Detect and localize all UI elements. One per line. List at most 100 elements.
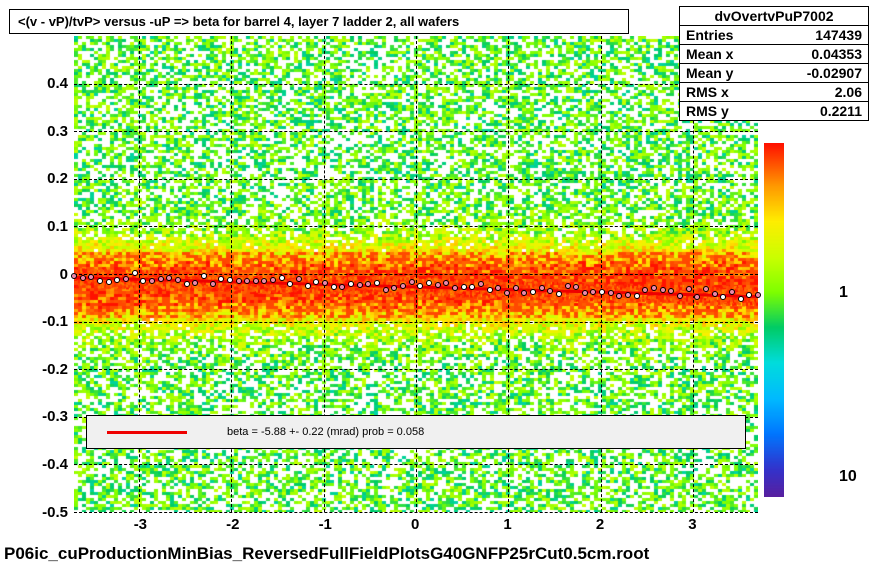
profile-point bbox=[365, 281, 371, 287]
file-caption: P06ic_cuProductionMinBias_ReversedFullFi… bbox=[4, 544, 649, 564]
profile-point bbox=[88, 274, 94, 280]
profile-point bbox=[80, 275, 86, 281]
stats-label: RMS x bbox=[686, 84, 729, 100]
profile-point bbox=[158, 276, 164, 282]
profile-point bbox=[270, 277, 276, 283]
ytick: 0.2 bbox=[47, 170, 68, 187]
profile-point bbox=[140, 278, 146, 284]
profile-point bbox=[513, 285, 519, 291]
profile-point bbox=[469, 284, 475, 290]
profile-point bbox=[114, 277, 120, 283]
profile-point bbox=[391, 285, 397, 291]
profile-point bbox=[677, 293, 683, 299]
profile-point bbox=[201, 273, 207, 279]
profile-point bbox=[443, 280, 449, 286]
profile-point bbox=[521, 290, 527, 296]
profile-point bbox=[746, 292, 752, 298]
profile-point bbox=[313, 279, 319, 285]
ytick: -0.3 bbox=[42, 408, 68, 425]
xtick: -2 bbox=[226, 516, 239, 533]
profile-point bbox=[417, 283, 423, 289]
profile-point bbox=[556, 291, 562, 297]
profile-point bbox=[478, 281, 484, 287]
legend-text: beta = -5.88 +- 0.22 (mrad) prob = 0.058 bbox=[227, 426, 424, 438]
stats-histname: dvOvertvPuP7002 bbox=[680, 7, 868, 26]
chart-title-text: <(v - vP)/tvP> versus -uP => beta for ba… bbox=[18, 14, 459, 29]
profile-point bbox=[668, 288, 674, 294]
profile-point bbox=[461, 284, 467, 290]
profile-point bbox=[374, 280, 380, 286]
stats-row: Mean x0.04353 bbox=[680, 45, 868, 64]
ytick: -0.1 bbox=[42, 313, 68, 330]
profile-point bbox=[590, 289, 596, 295]
stats-value: 2.06 bbox=[835, 84, 862, 100]
profile-point bbox=[106, 279, 112, 285]
ytick: 0.3 bbox=[47, 123, 68, 140]
profile-point bbox=[149, 278, 155, 284]
profile-point bbox=[755, 292, 761, 298]
profile-point bbox=[409, 279, 415, 285]
legend-line-sample bbox=[107, 431, 187, 434]
profile-point bbox=[694, 294, 700, 300]
xtick: 1 bbox=[503, 516, 511, 533]
profile-point bbox=[192, 280, 198, 286]
profile-point bbox=[582, 290, 588, 296]
xtick: 3 bbox=[688, 516, 696, 533]
profile-point bbox=[348, 281, 354, 287]
fit-legend: beta = -5.88 +- 0.22 (mrad) prob = 0.058 bbox=[86, 415, 746, 449]
profile-point bbox=[504, 290, 510, 296]
profile-point bbox=[435, 282, 441, 288]
profile-point bbox=[625, 292, 631, 298]
stats-row: RMS y0.2211 bbox=[680, 102, 868, 120]
stats-row: Entries147439 bbox=[680, 26, 868, 45]
profile-point bbox=[712, 291, 718, 297]
ytick: 0.4 bbox=[47, 75, 68, 92]
stats-box: dvOvertvPuP7002 Entries147439Mean x0.043… bbox=[679, 6, 869, 121]
profile-point bbox=[703, 286, 709, 292]
profile-point bbox=[642, 287, 648, 293]
profile-point bbox=[651, 285, 657, 291]
profile-point bbox=[720, 294, 726, 300]
profile-point bbox=[322, 280, 328, 286]
gridline-h bbox=[74, 512, 758, 513]
profile-point bbox=[97, 278, 103, 284]
ytick: -0.4 bbox=[42, 456, 68, 473]
profile-point bbox=[305, 283, 311, 289]
profile-point bbox=[634, 293, 640, 299]
profile-point bbox=[357, 282, 363, 288]
stats-value: -0.02907 bbox=[807, 65, 862, 81]
colorbar bbox=[764, 143, 784, 497]
profile-point bbox=[210, 281, 216, 287]
profile-point bbox=[487, 287, 493, 293]
xtick: -3 bbox=[134, 516, 147, 533]
profile-point bbox=[686, 286, 692, 292]
profile-point bbox=[166, 275, 172, 281]
ytick: -0.5 bbox=[42, 504, 68, 521]
profile-point bbox=[599, 289, 605, 295]
profile-point bbox=[383, 287, 389, 293]
profile-point bbox=[175, 277, 181, 283]
colorbar-tick: 1 bbox=[839, 284, 848, 302]
profile-point bbox=[71, 273, 77, 279]
profile-point bbox=[608, 290, 614, 296]
profile-point bbox=[279, 275, 285, 281]
xtick: 0 bbox=[411, 516, 419, 533]
file-caption-text: P06ic_cuProductionMinBias_ReversedFullFi… bbox=[4, 544, 649, 563]
ytick: 0.1 bbox=[47, 218, 68, 235]
profile-point bbox=[616, 293, 622, 299]
ytick: 0 bbox=[60, 266, 68, 283]
profile-point bbox=[452, 285, 458, 291]
profile-point bbox=[660, 287, 666, 293]
xtick: -1 bbox=[319, 516, 332, 533]
profile-point bbox=[296, 276, 302, 282]
profile-point bbox=[132, 270, 138, 276]
profile-point bbox=[539, 285, 545, 291]
profile-point bbox=[738, 296, 744, 302]
profile-point bbox=[495, 285, 501, 291]
stats-label: RMS y bbox=[686, 103, 729, 119]
profile-point bbox=[261, 278, 267, 284]
profile-point bbox=[236, 278, 242, 284]
profile-point bbox=[530, 289, 536, 295]
ytick: -0.2 bbox=[42, 361, 68, 378]
stats-row: RMS x 2.06 bbox=[680, 83, 868, 102]
